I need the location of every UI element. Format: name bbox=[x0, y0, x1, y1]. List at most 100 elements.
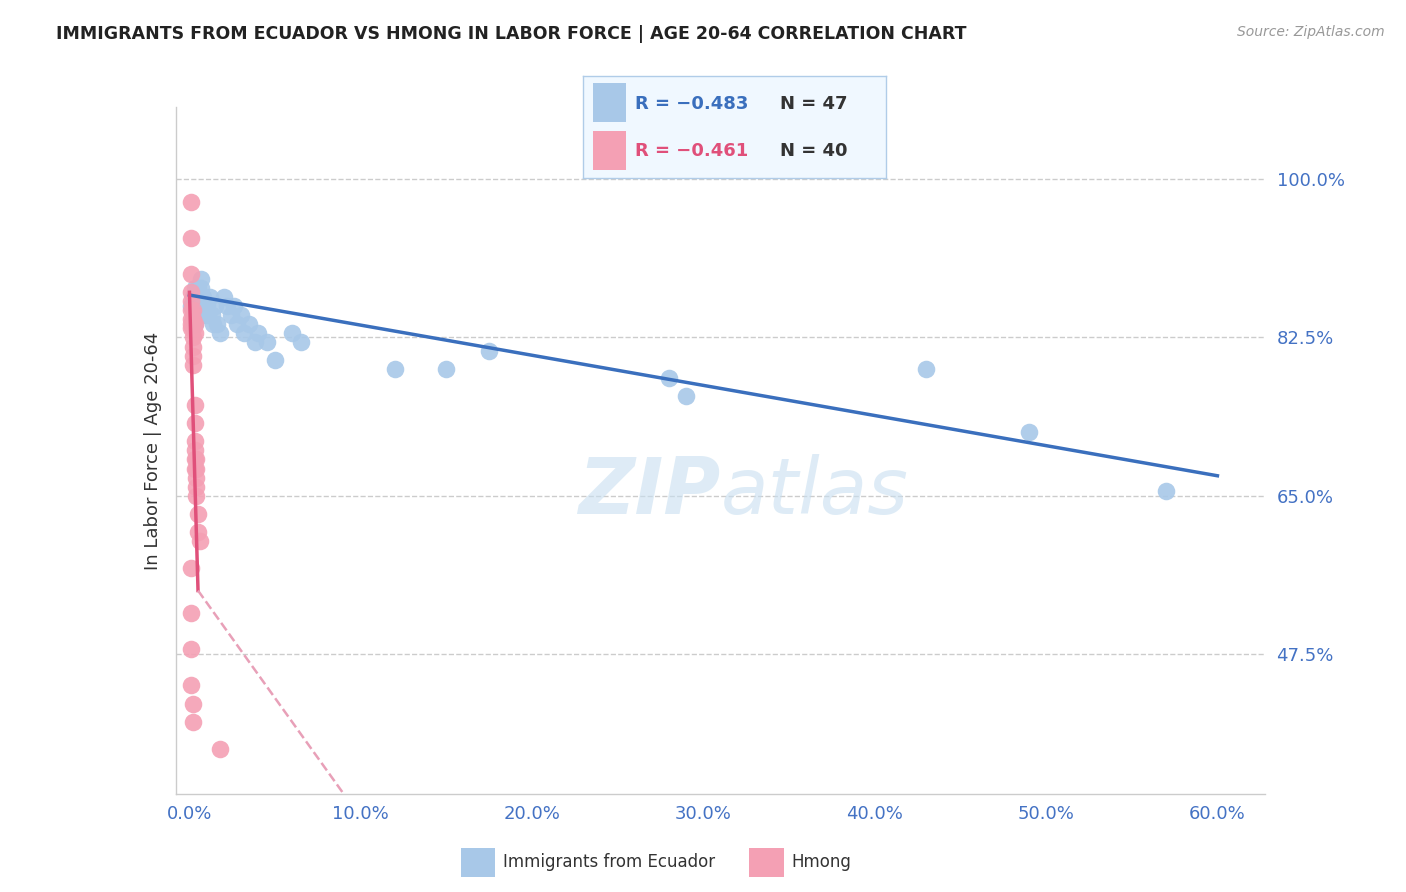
Bar bbox=[461, 848, 495, 877]
Text: R = −0.483: R = −0.483 bbox=[636, 95, 748, 112]
Point bbox=[181, 290, 204, 304]
Point bbox=[219, 308, 242, 322]
Point bbox=[183, 317, 205, 331]
Text: Hmong: Hmong bbox=[792, 853, 852, 871]
Point bbox=[222, 299, 245, 313]
Point bbox=[212, 290, 235, 304]
Point bbox=[181, 697, 204, 711]
Point bbox=[186, 461, 208, 475]
Bar bbox=[592, 83, 626, 122]
Point bbox=[180, 285, 202, 300]
Point bbox=[186, 480, 208, 494]
Point bbox=[191, 290, 214, 304]
Point bbox=[180, 267, 202, 281]
Point bbox=[183, 434, 205, 449]
Point bbox=[186, 290, 208, 304]
Point bbox=[915, 362, 938, 376]
Point bbox=[217, 299, 239, 313]
Point bbox=[181, 321, 204, 335]
Point bbox=[187, 299, 209, 313]
Text: R = −0.461: R = −0.461 bbox=[636, 142, 748, 160]
Point bbox=[183, 299, 205, 313]
Point bbox=[183, 452, 205, 467]
Point bbox=[658, 371, 681, 385]
Point bbox=[198, 290, 221, 304]
Point bbox=[195, 299, 218, 313]
Point bbox=[384, 362, 406, 376]
Point bbox=[188, 290, 211, 304]
Point bbox=[183, 461, 205, 475]
Point bbox=[281, 326, 304, 340]
Point bbox=[186, 470, 208, 484]
Point bbox=[180, 561, 202, 575]
Point bbox=[233, 326, 256, 340]
Point bbox=[290, 334, 312, 349]
Point bbox=[180, 303, 202, 318]
Point bbox=[188, 308, 211, 322]
Point bbox=[187, 507, 209, 521]
Text: IMMIGRANTS FROM ECUADOR VS HMONG IN LABOR FORCE | AGE 20-64 CORRELATION CHART: IMMIGRANTS FROM ECUADOR VS HMONG IN LABO… bbox=[56, 25, 967, 43]
Point bbox=[675, 389, 697, 403]
Point bbox=[478, 344, 501, 359]
Point bbox=[186, 452, 208, 467]
Text: Source: ZipAtlas.com: Source: ZipAtlas.com bbox=[1237, 25, 1385, 39]
Point bbox=[180, 231, 202, 245]
Point bbox=[180, 299, 202, 313]
Point bbox=[202, 317, 225, 331]
Point bbox=[180, 678, 202, 692]
Point bbox=[180, 317, 202, 331]
Point bbox=[209, 326, 232, 340]
Point bbox=[197, 308, 219, 322]
Point bbox=[180, 194, 202, 209]
Point bbox=[191, 299, 214, 313]
Point bbox=[181, 339, 204, 353]
Point bbox=[181, 714, 204, 729]
Point bbox=[243, 334, 266, 349]
Point bbox=[1018, 425, 1040, 440]
Point bbox=[183, 398, 205, 412]
Point bbox=[181, 312, 204, 326]
Point bbox=[183, 281, 205, 295]
Point bbox=[181, 349, 204, 363]
Point bbox=[264, 353, 287, 368]
Point bbox=[204, 299, 226, 313]
Point bbox=[181, 358, 204, 372]
Point bbox=[180, 642, 202, 657]
Y-axis label: In Labor Force | Age 20-64: In Labor Force | Age 20-64 bbox=[143, 331, 162, 570]
Point bbox=[180, 321, 202, 335]
Text: N = 47: N = 47 bbox=[780, 95, 848, 112]
Bar bbox=[592, 131, 626, 170]
Point bbox=[190, 281, 212, 295]
Point bbox=[180, 606, 202, 620]
Point bbox=[188, 533, 211, 548]
Point bbox=[183, 443, 205, 458]
Point bbox=[183, 326, 205, 340]
Point bbox=[256, 334, 278, 349]
Text: atlas: atlas bbox=[721, 454, 908, 530]
Point bbox=[181, 303, 204, 318]
Point bbox=[186, 489, 208, 503]
Point bbox=[181, 308, 204, 322]
Point bbox=[238, 317, 260, 331]
Point bbox=[229, 308, 252, 322]
Point bbox=[181, 317, 204, 331]
Point bbox=[246, 326, 269, 340]
Point bbox=[226, 317, 249, 331]
Point bbox=[209, 741, 232, 756]
Point bbox=[186, 308, 208, 322]
Point bbox=[181, 330, 204, 344]
Point bbox=[194, 308, 217, 322]
Text: N = 40: N = 40 bbox=[780, 142, 848, 160]
Point bbox=[201, 308, 224, 322]
Point bbox=[1154, 484, 1177, 499]
Point bbox=[180, 312, 202, 326]
Point bbox=[187, 281, 209, 295]
Text: ZIP: ZIP bbox=[578, 454, 721, 530]
Point bbox=[183, 317, 205, 331]
Point bbox=[183, 417, 205, 431]
Bar bbox=[749, 848, 785, 877]
Point bbox=[205, 317, 228, 331]
Point bbox=[190, 271, 212, 285]
Point bbox=[180, 294, 202, 309]
Point bbox=[187, 524, 209, 539]
